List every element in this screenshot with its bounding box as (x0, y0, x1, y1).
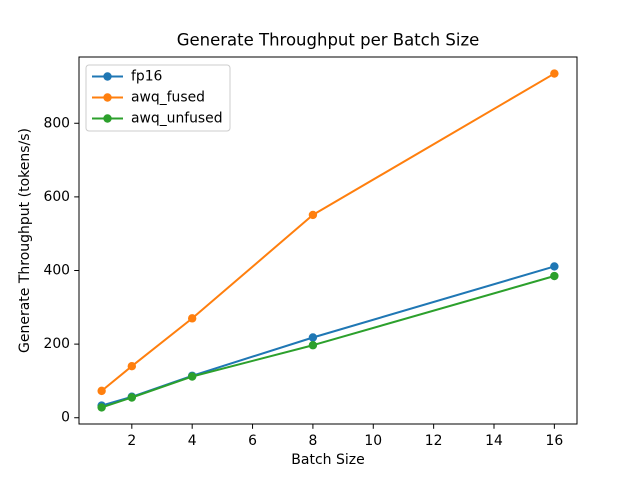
data-point-awq_unfused-x8 (308, 341, 318, 350)
data-point-awq_unfused-x16 (550, 271, 559, 281)
legend-label-awq_unfused: awq_unfused (131, 111, 223, 127)
legend-box (85, 64, 231, 132)
x-tick-label: 6 (248, 433, 257, 449)
x-tick-label: 2 (127, 433, 136, 449)
data-point-awq_fused-x1 (97, 386, 106, 396)
plot-area: 2 4 6 8 10 12 14 16 0 200 400 600 800 fp16 awq_fusedaw… (43, 56, 578, 449)
y-tick-label: 800 (43, 115, 70, 131)
x-tick-label: 16 (546, 433, 564, 449)
plot-frame (78, 56, 578, 425)
x-axis-label: Batch Size (291, 452, 364, 468)
y-tick-label: 400 (43, 263, 70, 279)
data-point-awq_fused-x4 (187, 314, 197, 323)
data-point-awq_unfused-x4 (187, 372, 197, 381)
chart-title: Generate Throughput per Batch Size (177, 31, 480, 50)
data-point-fp16-x8 (308, 333, 318, 342)
legend-label-fp16: fp16 (131, 69, 162, 85)
y-tick-label: 0 (61, 410, 70, 426)
data-point-awq_unfused-x1 (97, 403, 106, 412)
x-tick-label: 10 (364, 433, 382, 449)
legend-marker-awq_unfused (103, 114, 112, 123)
y-tick-label: 600 (43, 189, 70, 205)
data-point-awq_fused-x2 (127, 362, 137, 371)
data-point-awq_unfused-x2 (127, 393, 137, 402)
y-axis-label: Generate Throughput (tokens/s) (17, 128, 33, 353)
x-tick-label: 8 (308, 433, 317, 449)
legend-marker-awq_fused (103, 93, 112, 102)
data-point-fp16-x16 (550, 262, 559, 271)
legend-label-awq_fused: awq_fused (131, 90, 205, 106)
x-tick-label: 12 (425, 433, 443, 449)
legend-marker-fp16 (103, 72, 112, 81)
data-point-awq_fused-x16 (550, 69, 559, 78)
data-point-awq_fused-x8 (308, 210, 318, 220)
x-tick-label: 14 (485, 433, 503, 449)
x-tick-label: 4 (188, 433, 197, 449)
series-line-awq_unfused (100, 275, 556, 409)
y-tick-label: 200 (43, 336, 70, 352)
